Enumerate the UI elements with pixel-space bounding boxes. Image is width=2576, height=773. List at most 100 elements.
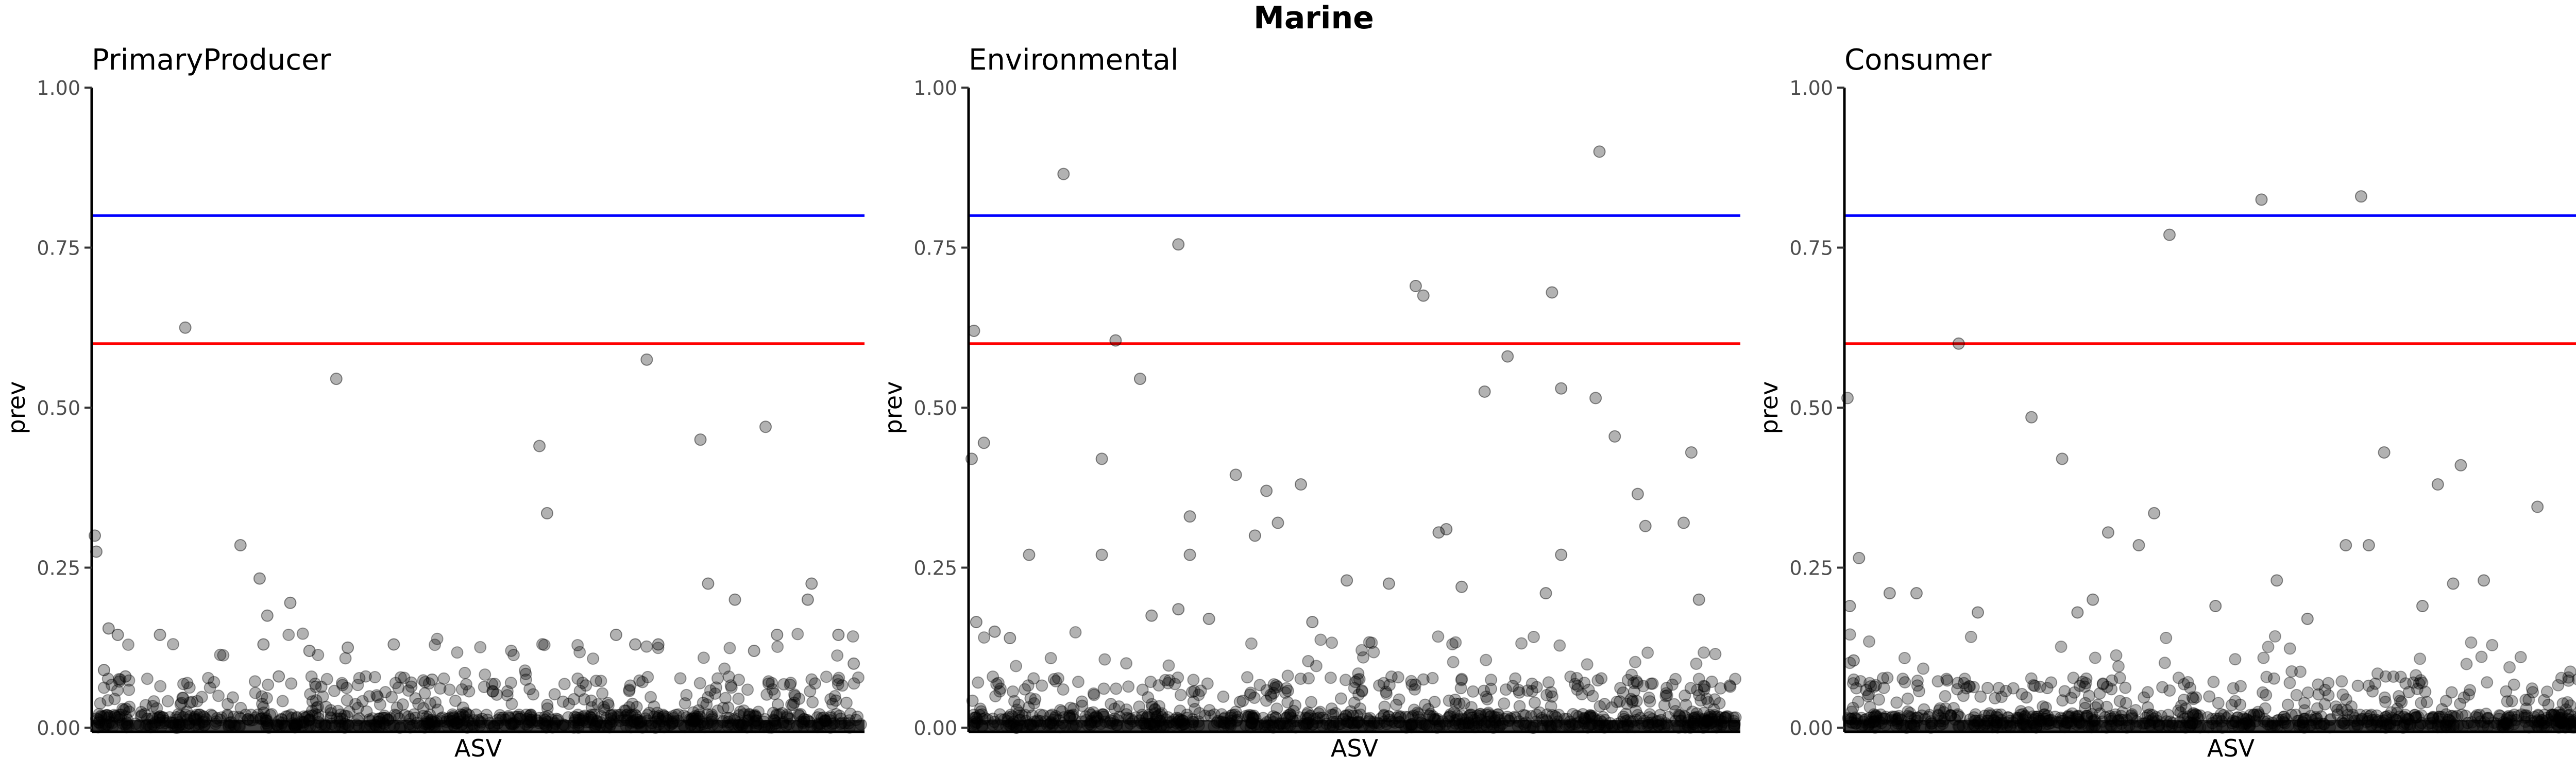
data-point	[1455, 674, 1468, 686]
data-point	[1890, 696, 1903, 709]
data-point	[1428, 696, 1441, 709]
data-point	[2160, 631, 2173, 644]
data-point	[1153, 679, 1165, 692]
data-point	[2331, 703, 2344, 716]
data-point	[636, 676, 649, 688]
data-point	[1187, 674, 1200, 686]
data-point	[1305, 696, 1318, 709]
data-point	[548, 688, 561, 701]
data-point	[1269, 679, 1282, 692]
data-point	[256, 697, 269, 710]
data-point	[1405, 675, 1418, 687]
data-point	[319, 700, 332, 713]
data-point	[1144, 676, 1157, 688]
data-point	[379, 686, 392, 699]
data-point	[122, 638, 134, 651]
data-point	[768, 687, 781, 700]
data-point	[177, 678, 190, 691]
data-point	[2138, 691, 2150, 704]
data-point	[717, 701, 730, 714]
data-point	[1133, 373, 1146, 385]
data-point	[2179, 702, 2192, 715]
data-point	[102, 622, 115, 635]
data-point	[578, 693, 591, 706]
data-point	[417, 702, 430, 715]
data-point	[2411, 682, 2424, 695]
data-point	[328, 684, 341, 697]
data-point	[623, 701, 636, 714]
y-axis-label: prev	[3, 381, 30, 434]
data-point	[848, 657, 860, 670]
panel-consumer: Consumer 0.00 0.25 0.50 0.75 1.00 ASV prev	[1755, 43, 2576, 762]
data-point	[1136, 683, 1149, 696]
data-point	[1631, 488, 1644, 500]
data-point	[1702, 696, 1715, 709]
data-point	[1705, 675, 1718, 688]
data-point	[1629, 656, 1641, 668]
data-point	[179, 321, 192, 334]
data-point	[2285, 665, 2298, 678]
data-point	[601, 697, 614, 710]
data-point	[501, 685, 514, 698]
data-point	[1847, 654, 1860, 667]
data-point	[1380, 687, 1393, 700]
data-point	[112, 673, 125, 685]
data-point	[1694, 694, 1707, 707]
data-point	[1075, 695, 1088, 708]
data-point	[1382, 577, 1395, 590]
data-point	[455, 683, 468, 696]
data-point	[1679, 689, 1691, 702]
data-point	[994, 682, 1007, 695]
data-point	[1267, 678, 1280, 691]
data-point	[833, 671, 845, 684]
overlapping-points-baseline	[969, 720, 1740, 732]
data-point	[519, 673, 532, 686]
y-axis-label: prev	[879, 381, 907, 434]
data-point	[1417, 289, 1430, 302]
data-point	[1542, 676, 1555, 689]
data-point	[1271, 680, 1284, 693]
data-point	[139, 699, 152, 712]
data-point	[343, 705, 355, 718]
data-point	[1294, 673, 1307, 685]
data-point	[1393, 693, 1405, 706]
data-point	[303, 644, 316, 657]
data-point	[852, 671, 865, 684]
data-point	[1917, 662, 1929, 675]
data-point	[485, 678, 498, 691]
data-point	[1863, 635, 1876, 648]
data-point	[392, 681, 405, 694]
data-point	[195, 691, 208, 703]
data-point	[2163, 228, 2176, 241]
figure-title: Marine	[1253, 0, 1374, 36]
data-point	[533, 440, 546, 452]
data-point	[431, 703, 444, 716]
data-point	[2079, 697, 2092, 710]
data-point	[762, 675, 775, 688]
data-point	[1692, 673, 1705, 685]
data-point	[1971, 606, 1984, 619]
data-point	[1057, 683, 1070, 696]
data-point	[1626, 696, 1639, 709]
data-point	[1241, 671, 1253, 684]
data-point	[1172, 671, 1184, 684]
data-point	[1174, 704, 1187, 717]
y-tick-label: 0.75	[913, 237, 957, 260]
data-point	[1911, 679, 1924, 692]
data-point	[1581, 658, 1594, 671]
data-point	[1284, 708, 1297, 721]
data-point	[1412, 708, 1425, 720]
data-point	[116, 702, 129, 715]
data-point	[1148, 703, 1161, 716]
data-point	[1289, 699, 1302, 712]
data-point	[2102, 526, 2114, 539]
data-point	[353, 671, 366, 684]
data-point	[1194, 684, 1207, 697]
data-point	[618, 704, 631, 717]
data-point	[221, 698, 234, 711]
data-point	[1109, 334, 1122, 347]
data-point	[1952, 337, 1965, 350]
data-point	[1643, 695, 1656, 708]
data-point	[356, 695, 369, 708]
data-point	[629, 638, 642, 651]
